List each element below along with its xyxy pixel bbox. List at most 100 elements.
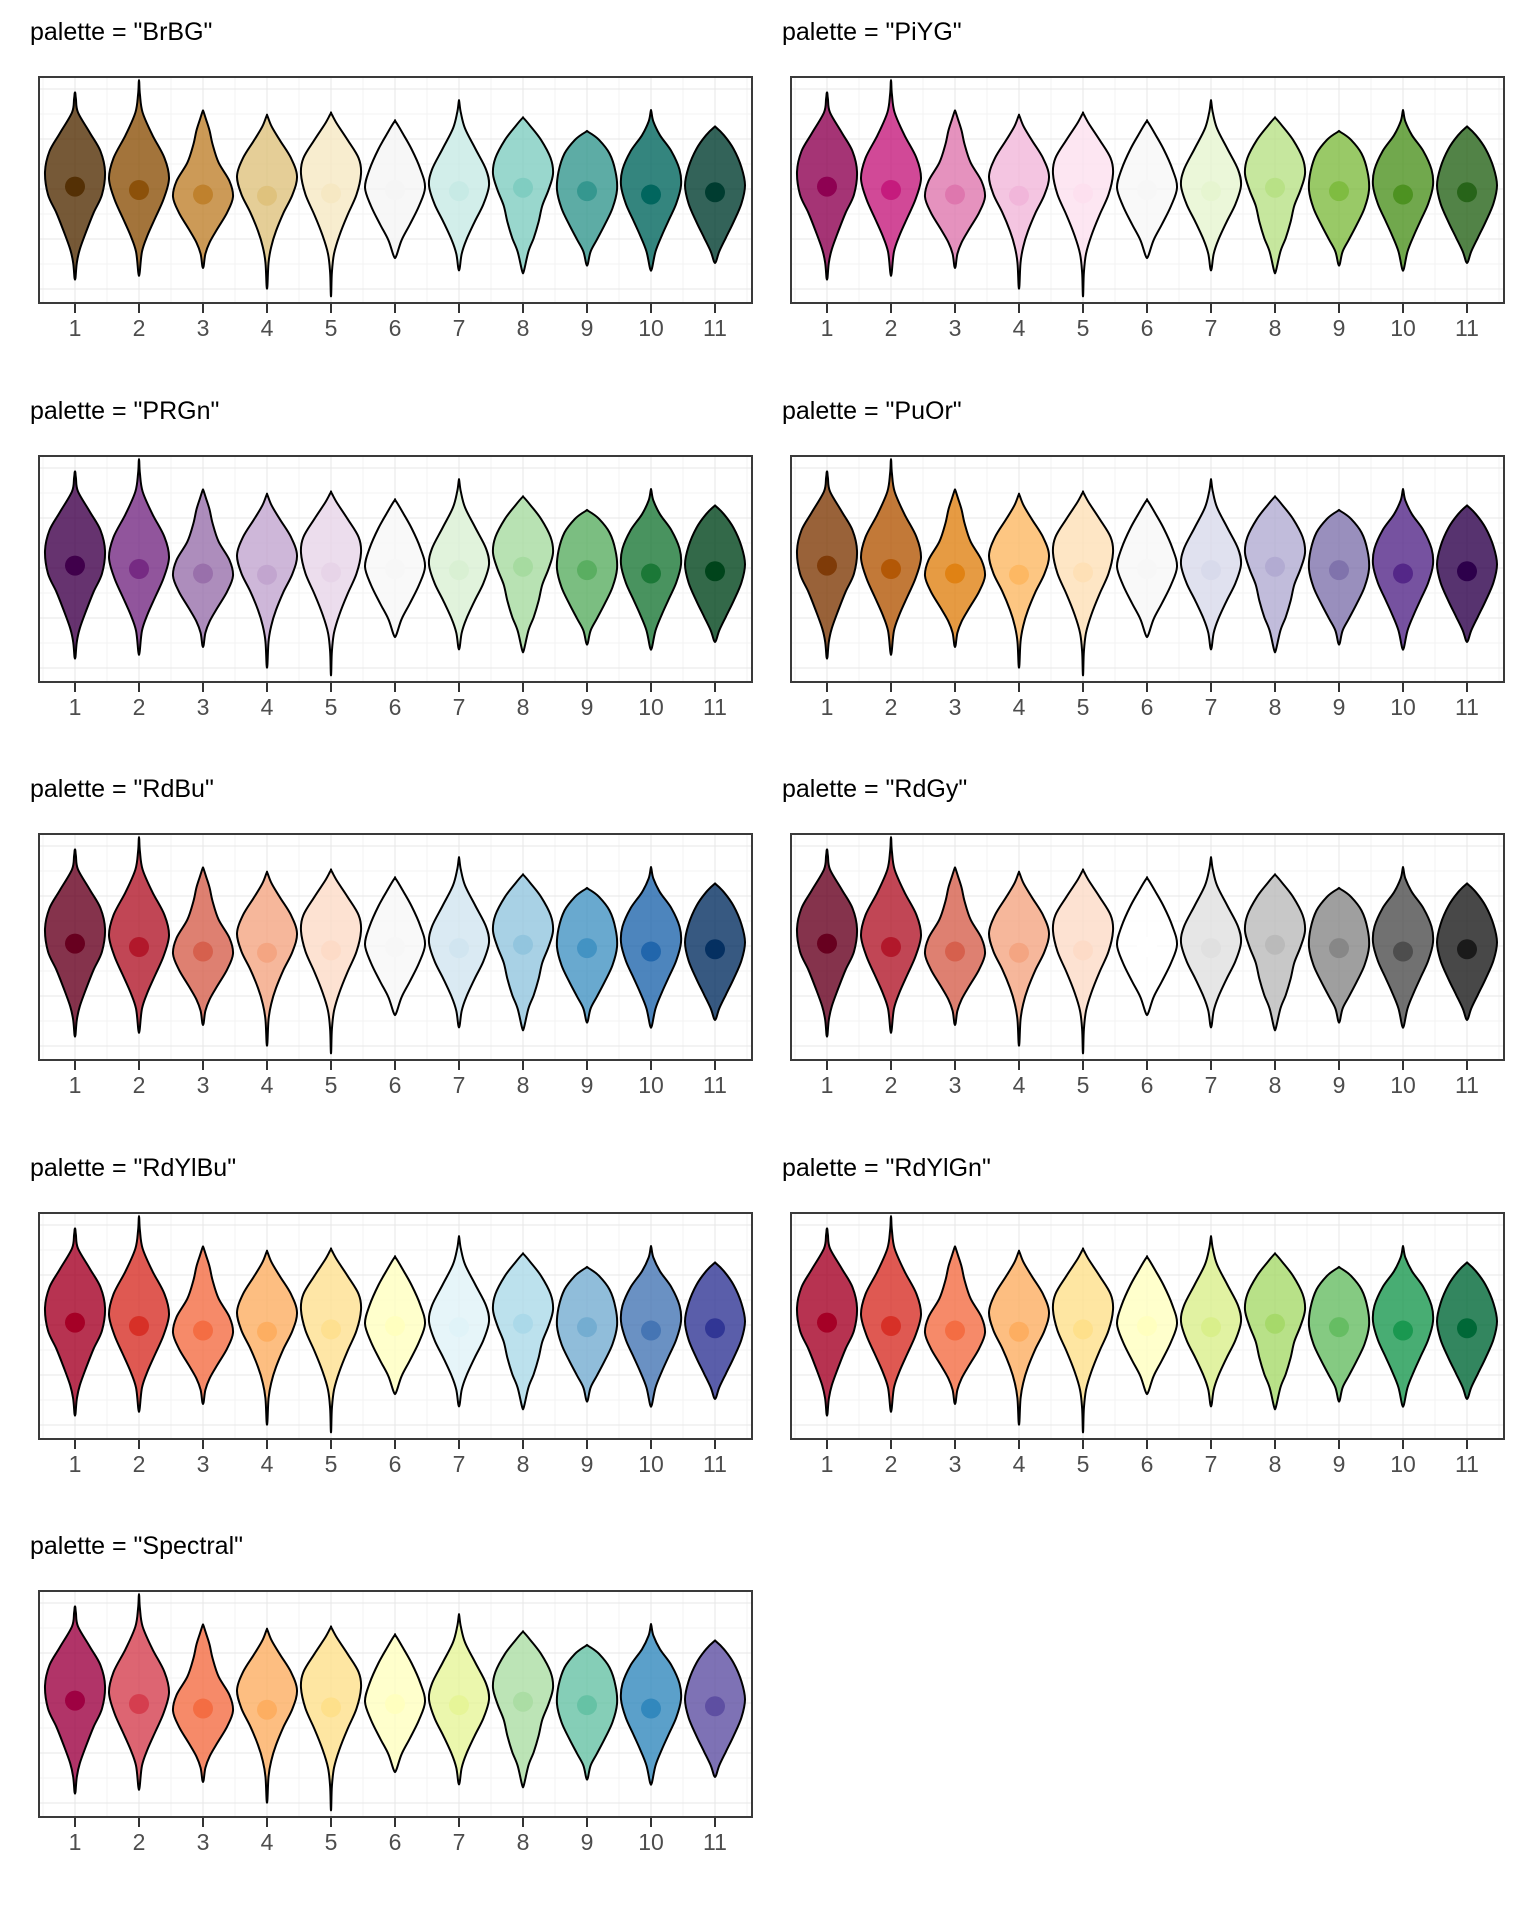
median-dot-x7 <box>1201 1317 1221 1338</box>
x-tick-label: 5 <box>325 1451 338 1477</box>
panel-title: palette = "RdGy" <box>782 775 968 803</box>
median-dot-x9 <box>1329 560 1349 581</box>
median-dot-x4 <box>257 1321 277 1342</box>
x-tick-label: 9 <box>581 1451 594 1477</box>
x-tick-label: 1 <box>69 1829 82 1855</box>
median-dot-x4 <box>1009 564 1029 585</box>
median-dot-x6 <box>385 937 405 957</box>
median-dot-x8 <box>1265 934 1285 955</box>
x-tick-label: 4 <box>261 1072 274 1098</box>
x-tick-label: 10 <box>1390 1072 1416 1098</box>
x-tick-label: 9 <box>1333 1451 1346 1477</box>
median-dot-x5 <box>1073 562 1093 583</box>
median-dot-x8 <box>1265 556 1285 577</box>
x-tick-label: 10 <box>1390 694 1416 720</box>
x-tick-label: 3 <box>197 1451 210 1477</box>
x-tick-label: 8 <box>1269 315 1282 341</box>
x-tick-label: 4 <box>261 1829 274 1855</box>
median-dot-x2 <box>881 1316 901 1336</box>
x-tick-label: 8 <box>517 1451 530 1477</box>
x-tick-label: 2 <box>885 694 898 720</box>
x-tick-label: 9 <box>581 1072 594 1098</box>
violin-x5 <box>1051 868 1115 1055</box>
median-dot-x11 <box>705 939 725 960</box>
median-dot-x3 <box>945 563 965 584</box>
x-tick-label: 2 <box>885 1072 898 1098</box>
panel-title: palette = "RdYlGn" <box>782 1154 991 1182</box>
median-dot-x3 <box>193 1698 213 1719</box>
median-dot-x3 <box>193 563 213 584</box>
median-dot-x9 <box>1329 1317 1349 1338</box>
x-tick-label: 3 <box>197 315 210 341</box>
median-dot-x5 <box>1073 183 1093 204</box>
x-tick-label: 3 <box>197 1072 210 1098</box>
violin-x5 <box>299 111 363 298</box>
panel-title: palette = "RdBu" <box>30 775 214 803</box>
median-dot-x11 <box>1457 939 1477 960</box>
x-tick-label: 11 <box>703 694 727 720</box>
x-tick-label: 7 <box>453 1451 466 1477</box>
median-dot-x6 <box>385 180 405 200</box>
median-dot-x9 <box>577 560 597 581</box>
x-tick-label: 6 <box>1141 1451 1154 1477</box>
x-tick-label: 6 <box>389 694 402 720</box>
x-tick-label: 10 <box>638 315 664 341</box>
x-tick-label: 7 <box>453 1072 466 1098</box>
violin-x5 <box>299 1625 363 1812</box>
x-tick-label: 7 <box>1205 315 1218 341</box>
x-tick-label: 7 <box>1205 1072 1218 1098</box>
median-dot-x4 <box>1009 1321 1029 1342</box>
x-tick-label: 1 <box>69 694 82 720</box>
panel-plot: 1 2 3 4 5 6 7 8 9 10 11 <box>790 455 1505 720</box>
x-tick-label: 4 <box>1013 1072 1026 1098</box>
median-dot-x3 <box>193 941 213 962</box>
median-dot-x3 <box>945 941 965 962</box>
median-dot-x8 <box>513 1313 533 1334</box>
x-tick-label: 7 <box>453 1829 466 1855</box>
median-dot-x10 <box>641 563 661 584</box>
median-dot-x2 <box>129 937 149 957</box>
panel-border <box>790 76 1505 304</box>
median-dot-x5 <box>321 183 341 204</box>
violin-x5 <box>1051 111 1115 298</box>
median-dot-x2 <box>129 559 149 579</box>
x-tick-label: 2 <box>885 1451 898 1477</box>
x-tick-label: 8 <box>1269 1072 1282 1098</box>
median-dot-x5 <box>321 1697 341 1718</box>
violin-x2 <box>107 836 171 1034</box>
violin-x2 <box>859 458 923 656</box>
panel-plot: 1 2 3 4 5 6 7 8 9 10 11 <box>790 1212 1505 1477</box>
x-tick-label: 2 <box>133 1829 146 1855</box>
median-dot-x1 <box>65 176 85 197</box>
median-dot-x6 <box>1137 1316 1157 1336</box>
x-tick-label: 11 <box>1455 1451 1479 1477</box>
median-dot-x5 <box>321 562 341 583</box>
x-tick-label: 8 <box>517 1072 530 1098</box>
median-dot-x4 <box>1009 942 1029 963</box>
x-tick-label: 3 <box>949 315 962 341</box>
x-tick-label: 10 <box>638 694 664 720</box>
median-dot-x6 <box>1137 937 1157 957</box>
x-tick-label: 3 <box>197 694 210 720</box>
x-tick-label: 2 <box>885 315 898 341</box>
violin-x5 <box>1051 490 1115 677</box>
median-dot-x1 <box>817 176 837 197</box>
x-tick-label: 8 <box>517 315 530 341</box>
x-tick-label: 1 <box>821 1072 834 1098</box>
median-dot-x4 <box>1009 185 1029 206</box>
panel-plot: 1 2 3 4 5 6 7 8 9 10 11 <box>790 76 1505 341</box>
x-tick-label: 5 <box>1077 694 1090 720</box>
median-dot-x1 <box>817 555 837 576</box>
panel-border <box>38 455 753 683</box>
x-tick-label: 1 <box>69 315 82 341</box>
panel-title: palette = "RdYlBu" <box>30 1154 237 1182</box>
x-tick-label: 5 <box>325 1829 338 1855</box>
panel-border <box>790 833 1505 1061</box>
violin-x5 <box>299 1247 363 1434</box>
median-dot-x9 <box>577 938 597 959</box>
violin-x2 <box>107 1215 171 1413</box>
x-tick-label: 8 <box>1269 1451 1282 1477</box>
panel-plot: 1 2 3 4 5 6 7 8 9 10 11 <box>38 76 753 341</box>
panel-border <box>790 1212 1505 1440</box>
median-dot-x2 <box>129 180 149 200</box>
